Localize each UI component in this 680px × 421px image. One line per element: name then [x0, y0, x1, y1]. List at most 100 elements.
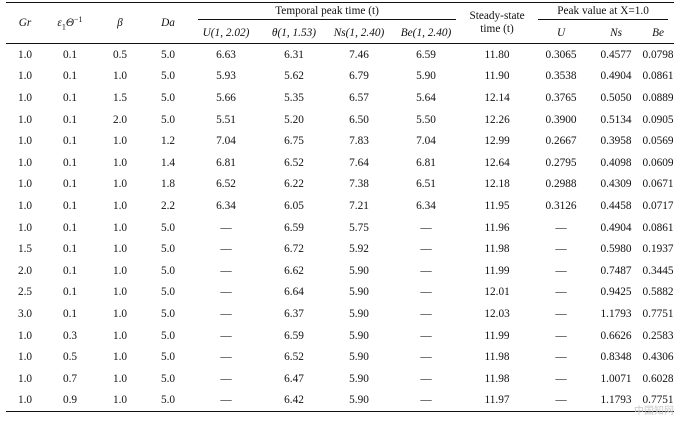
table-cell: 2.5 — [17, 286, 33, 299]
table-cell: — — [220, 329, 232, 342]
table-cell: 5.90 — [349, 307, 369, 320]
table-wrapper: Gr ε1Θ−1 β Da Temporal peak time (t) Ste… — [6, 2, 675, 413]
table-cell: 1.0071 — [600, 372, 632, 385]
table-cell: 0.5 — [62, 351, 78, 364]
table-cell: 5.0 — [144, 389, 192, 413]
table-cell: 1.0 — [17, 372, 33, 385]
table-cell: 6.63 — [216, 48, 236, 61]
beta-header: β — [96, 2, 144, 44]
epsilon-theta-header: ε1Θ−1 — [44, 2, 96, 44]
table-cell: 6.31 — [284, 48, 304, 61]
watermark: 中国知网 — [634, 406, 674, 417]
table-row: 2.5 0.1 1.0 5.0 — 6.64 5.90 — 12.01 — 0.9425 0.5882 — [6, 282, 674, 304]
results-table: Gr ε1Θ−1 β Da Temporal peak time (t) Ste… — [6, 2, 675, 413]
table-cell: 1.0 — [17, 48, 33, 61]
table-cell: 0.1 — [62, 264, 78, 277]
table-cell: 6.51 — [416, 178, 436, 191]
table-cell: — — [555, 243, 567, 256]
table-cell: 5.90 — [328, 389, 390, 413]
table-cell: 6.57 — [349, 91, 369, 104]
table-row: 1.0 0.1 1.0 2.2 6.34 6.05 7.21 6.34 11.95 0.3126 0… — [6, 195, 674, 217]
table-cell: 5.20 — [284, 113, 304, 126]
table-cell: 1.0 — [112, 135, 128, 148]
table-cell: 6.81 — [216, 156, 236, 169]
gr-header: Gr — [6, 2, 44, 44]
table-cell: 0.0861 — [642, 70, 674, 83]
table-cell: 2.0 — [112, 113, 128, 126]
table-cell: 12.01 — [484, 286, 510, 299]
table-cell: 12.64 — [484, 156, 510, 169]
table-cell: 11.80 — [484, 48, 510, 61]
table-cell: 11.98 — [484, 243, 510, 256]
table-cell: 1.1793 — [590, 389, 643, 413]
table-cell: 5.90 — [416, 70, 436, 83]
table-cell: 1.0 — [6, 389, 44, 413]
table-cell: 0.1 — [62, 178, 78, 191]
table-row: 1.0 0.1 1.0 1.8 6.52 6.22 7.38 6.51 12.18 0.2988 0… — [6, 174, 674, 196]
table-cell: 0.0609 — [642, 156, 674, 169]
table-cell: 0.5 — [112, 48, 128, 61]
table-cell: — — [420, 329, 432, 342]
table-cell: 0.1 — [62, 70, 78, 83]
table-row: 1.0 0.1 1.0 5.0 5.93 5.62 6.79 5.90 11.90 0.3538 0… — [6, 66, 674, 88]
table-cell: 6.64 — [284, 286, 304, 299]
table-cell: 0.8348 — [600, 351, 632, 364]
table-cell: 1.5 — [17, 243, 33, 256]
table-cell: 6.22 — [284, 178, 304, 191]
table-cell: 5.0 — [160, 286, 176, 299]
table-cell: 7.38 — [349, 178, 369, 191]
table-cell: — — [420, 351, 432, 364]
table-cell: 6.59 — [284, 329, 304, 342]
table-cell: 12.03 — [484, 307, 510, 320]
table-cell: — — [555, 264, 567, 277]
table-cell: 6.81 — [416, 156, 436, 169]
table-cell: 0.3445 — [642, 264, 674, 277]
table-cell: 0.3900 — [545, 113, 577, 126]
table-cell: 11.99 — [484, 264, 510, 277]
da-header: Da — [144, 2, 192, 44]
table-cell: 0.1 — [62, 307, 78, 320]
table-cell: 0.1 — [62, 221, 78, 234]
table-cell: 0.5882 — [642, 286, 674, 299]
table-cell: 7.64 — [349, 156, 369, 169]
table-body: 1.0 0.1 0.5 5.0 6.63 6.31 7.46 6.59 11.80 0.3065 0… — [6, 44, 675, 413]
table-cell: 5.0 — [160, 221, 176, 234]
table-cell: 6.37 — [284, 307, 304, 320]
table-cell: 2.0 — [17, 264, 33, 277]
table-cell: 6.52 — [284, 351, 304, 364]
table-cell: 0.1 — [62, 156, 78, 169]
table-cell: 5.0 — [160, 243, 176, 256]
table-cell: 1.0 — [112, 286, 128, 299]
table-cell: 1.0 — [112, 178, 128, 191]
table-cell: — — [555, 307, 567, 320]
table-cell: 5.0 — [160, 91, 176, 104]
table-cell: — — [420, 372, 432, 385]
table-row: 1.0 0.1 1.5 5.0 5.66 5.35 6.57 5.64 12.14 0.3765 0… — [6, 87, 674, 109]
table-cell: 0.1937 — [642, 243, 674, 256]
peak-value-header: Peak value at X=1.0 — [532, 3, 674, 23]
table-cell: 1.0 — [112, 243, 128, 256]
steady-state-time-header: Steady-state time (t) — [462, 2, 533, 44]
table-cell: 12.18 — [484, 178, 510, 191]
table-cell: 1.0 — [17, 70, 33, 83]
table-cell: 0.6028 — [642, 372, 674, 385]
be-peak-header: Be — [642, 22, 675, 44]
table-cell: 6.59 — [284, 221, 304, 234]
table-row: 1.0 0.1 1.0 1.4 6.81 6.52 7.64 6.81 12.64 0.2795 0… — [6, 152, 674, 174]
table-cell: 0.4309 — [600, 178, 632, 191]
table-cell: 0.0717 — [642, 199, 674, 212]
table-row: 1.5 0.1 1.0 5.0 — 6.72 5.92 — 11.98 — 0.5980 0.1937 — [6, 238, 674, 260]
table-cell: — — [555, 286, 567, 299]
table-cell: — — [220, 286, 232, 299]
table-cell: 0.1 — [62, 243, 78, 256]
table-row: 1.0 0.1 2.0 5.0 5.51 5.20 6.50 5.50 12.26 0.3900 0… — [6, 109, 674, 131]
table-cell: 5.0 — [160, 113, 176, 126]
table-cell: 0.3126 — [545, 199, 577, 212]
table-cell: 11.98 — [484, 351, 510, 364]
table-cell: — — [555, 221, 567, 234]
table-cell: 0.4458 — [600, 199, 632, 212]
table-cell: 5.51 — [216, 113, 236, 126]
table-cell: 0.1 — [62, 286, 78, 299]
table-cell: 0.4577 — [600, 48, 632, 61]
table-cell: — — [220, 221, 232, 234]
